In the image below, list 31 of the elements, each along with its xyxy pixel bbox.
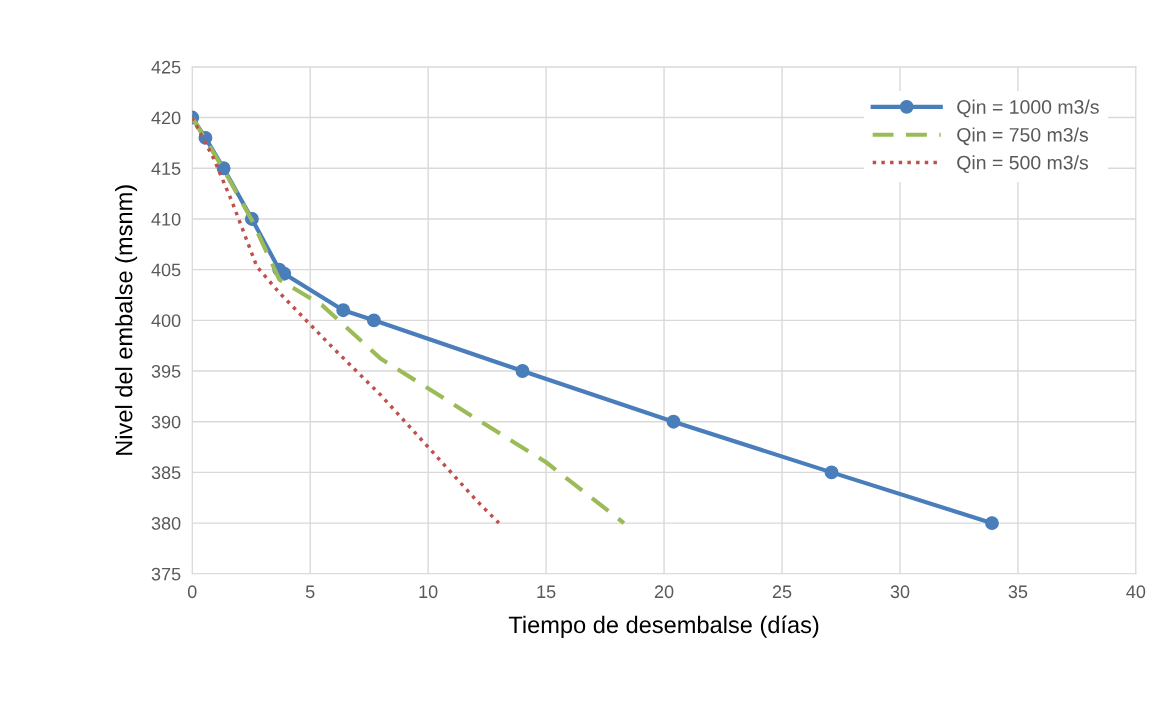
y-tick-label: 420 [151,111,181,125]
point [985,516,999,531]
point [366,313,381,328]
y-tick-label: 400 [151,314,181,328]
x-tick-label: 20 [654,585,674,599]
point [515,364,530,378]
x-tick-label: 5 [305,585,315,599]
y-tick-label: 375 [151,567,181,581]
x-tick-label: 0 [187,585,197,599]
point [666,414,681,429]
point [824,465,839,480]
y-tick-label: 425 [151,60,181,74]
y-tick-label: 405 [151,263,181,277]
y-tick-label: 395 [151,364,181,378]
x-tick-label: 30 [890,585,910,599]
x-tick-label: 35 [1008,585,1028,599]
y-tick-label: 385 [151,466,181,480]
y-axis-title: Nivel del embalse (msnm) [115,185,138,455]
x-tick-label: 15 [537,585,556,599]
point [336,303,351,318]
legend-label: Qin = 500 m3/s [957,155,1088,174]
legend-label: Qin = 1000 m3/s [957,99,1099,118]
x-tick-label: 10 [419,585,438,599]
y-tick-label: 380 [151,517,181,530]
x-tick-label: 40 [1126,585,1146,599]
y-tick-label: 410 [151,212,181,226]
x-axis-title: Tiempo de desembalse (días) [508,615,819,638]
y-tick-label: 415 [151,162,181,175]
x-tick-label: 25 [772,585,792,599]
y-tick-label: 390 [151,415,181,429]
legend-label: Qin = 750 m3/s [957,127,1088,146]
